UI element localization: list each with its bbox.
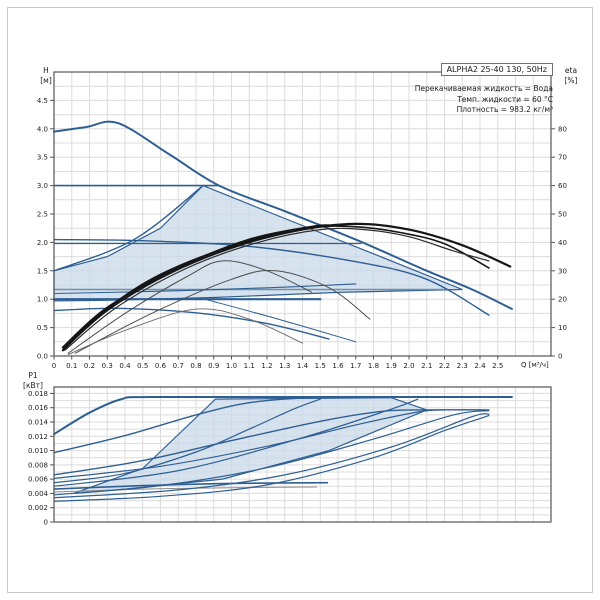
series-eta-curve-3 <box>64 227 490 351</box>
outer-border <box>7 7 593 593</box>
series-eta-minor-1 <box>67 260 312 354</box>
pump-model-badge: ALPHA2 25-40 130, 50Hz <box>440 63 553 76</box>
svg-text:0.1: 0.1 <box>66 362 77 370</box>
flow-axis-label: Q [м³/ч] <box>521 361 549 369</box>
series-p1-mid-diagonal <box>53 398 419 487</box>
fluid-info-block: Перекачиваемая жидкость = Вода Темп. жид… <box>415 84 553 116</box>
svg-text:20: 20 <box>558 296 567 304</box>
svg-text:0: 0 <box>52 362 56 370</box>
series-p1-speed-2 <box>53 409 490 476</box>
svg-text:0.8: 0.8 <box>190 362 201 370</box>
series-p1-cp1 <box>53 413 490 499</box>
head-axis-label: H [м] <box>34 66 58 86</box>
svg-text:4.0: 4.0 <box>37 125 48 133</box>
series-p1-low <box>53 415 490 502</box>
svg-text:0.006: 0.006 <box>28 476 49 484</box>
head-chart-ticks: 0.0 0.5 1.0 1.5 2.0 2.5 3.0 3.5 4.0 4.5 0 10 20 30 40 5… <box>37 97 567 370</box>
svg-text:0.0: 0.0 <box>37 353 48 361</box>
svg-text:2.0: 2.0 <box>37 239 48 247</box>
svg-text:0.004: 0.004 <box>28 490 49 498</box>
svg-text:1.5: 1.5 <box>37 267 48 275</box>
svg-text:1.0: 1.0 <box>37 296 48 304</box>
series-descending-thin-curve <box>204 298 357 343</box>
svg-text:0.010: 0.010 <box>28 447 48 455</box>
series-speed-3-max-curve <box>53 120 513 310</box>
svg-text:0.002: 0.002 <box>28 504 48 512</box>
svg-text:0.016: 0.016 <box>28 404 49 412</box>
power-axis-unit: [кВт] <box>23 381 43 390</box>
series-p1-speed-3 <box>53 395 513 436</box>
svg-text:0.5: 0.5 <box>137 362 148 370</box>
svg-text:1.7: 1.7 <box>350 362 361 370</box>
svg-text:2.4: 2.4 <box>474 362 486 370</box>
svg-text:1.4: 1.4 <box>297 362 309 370</box>
svg-text:40: 40 <box>558 239 567 247</box>
series-eta-curve-4 <box>61 224 331 349</box>
svg-text:0: 0 <box>44 519 48 527</box>
svg-text:80: 80 <box>558 125 567 133</box>
series-speed-1-curve <box>53 307 330 340</box>
svg-text:3.5: 3.5 <box>37 154 48 162</box>
svg-text:0.012: 0.012 <box>28 433 48 441</box>
series-eta-curve-2 <box>62 225 490 352</box>
series-p1-pp2 <box>53 398 321 484</box>
svg-text:2.5: 2.5 <box>37 211 48 219</box>
svg-text:0.9: 0.9 <box>208 362 219 370</box>
series-p1-pp1 <box>53 410 490 496</box>
svg-text:0.014: 0.014 <box>28 419 49 427</box>
series-p1-speed-1 <box>53 481 329 490</box>
head-axis-symbol: H <box>43 66 49 75</box>
svg-text:10: 10 <box>558 324 567 332</box>
eta-axis-unit: [%] <box>564 76 578 85</box>
svg-text:0.2: 0.2 <box>84 362 95 370</box>
svg-text:0: 0 <box>558 353 562 361</box>
series-eta-minor-2 <box>74 269 371 354</box>
series-p1-cp3 <box>53 396 392 454</box>
head-axis-unit: [м] <box>40 76 52 85</box>
power-axis-label: P1 [кВт] <box>16 371 50 391</box>
series-p1-speed-1-gray <box>53 486 318 493</box>
svg-text:30: 30 <box>558 267 567 275</box>
power-chart-ticks: 0 0.002 0.004 0.006 0.008 0.010 0.012 0.014 0.01… <box>28 390 54 527</box>
svg-text:1.0: 1.0 <box>226 362 237 370</box>
svg-text:2.5: 2.5 <box>492 362 503 370</box>
svg-text:4.5: 4.5 <box>37 97 48 105</box>
power-axis-symbol: P1 <box>28 371 38 380</box>
series-eta-minor-3 <box>67 308 303 356</box>
svg-text:0.018: 0.018 <box>28 390 48 398</box>
svg-text:0.3: 0.3 <box>102 362 113 370</box>
svg-text:0.7: 0.7 <box>173 362 184 370</box>
power-chart-frame <box>53 386 552 523</box>
eta-axis-symbol: eta <box>564 66 578 75</box>
series-prop-pressure-2 <box>53 184 204 272</box>
svg-text:0.4: 0.4 <box>119 362 131 370</box>
svg-text:2.0: 2.0 <box>403 362 414 370</box>
svg-text:1.6: 1.6 <box>332 362 344 370</box>
series-prop-pressure-1 <box>53 283 357 295</box>
head-chart-series <box>52 120 513 356</box>
power-chart-series <box>53 395 513 502</box>
svg-text:1.5: 1.5 <box>315 362 326 370</box>
svg-text:2.2: 2.2 <box>439 362 450 370</box>
svg-text:2.1: 2.1 <box>421 362 432 370</box>
svg-text:70: 70 <box>558 154 567 162</box>
svg-text:1.2: 1.2 <box>261 362 272 370</box>
svg-text:1.8: 1.8 <box>368 362 379 370</box>
svg-text:50: 50 <box>558 211 567 219</box>
svg-text:1.1: 1.1 <box>244 362 255 370</box>
fluid-type-line: Перекачиваемая жидкость = Вода <box>414 84 553 93</box>
svg-text:1.9: 1.9 <box>386 362 397 370</box>
svg-text:2.3: 2.3 <box>457 362 468 370</box>
svg-text:0.5: 0.5 <box>37 324 48 332</box>
fluid-temp-line: Темп. жидкости = 60 °C <box>457 94 553 104</box>
svg-text:0.6: 0.6 <box>155 362 167 370</box>
svg-text:0.008: 0.008 <box>28 461 48 469</box>
svg-text:1.3: 1.3 <box>279 362 290 370</box>
fluid-density-line: Плотность = 983.2 кг/м³ <box>456 105 553 114</box>
svg-text:3.0: 3.0 <box>37 182 48 190</box>
eta-axis-label: eta [%] <box>558 66 584 86</box>
svg-text:60: 60 <box>558 182 567 190</box>
